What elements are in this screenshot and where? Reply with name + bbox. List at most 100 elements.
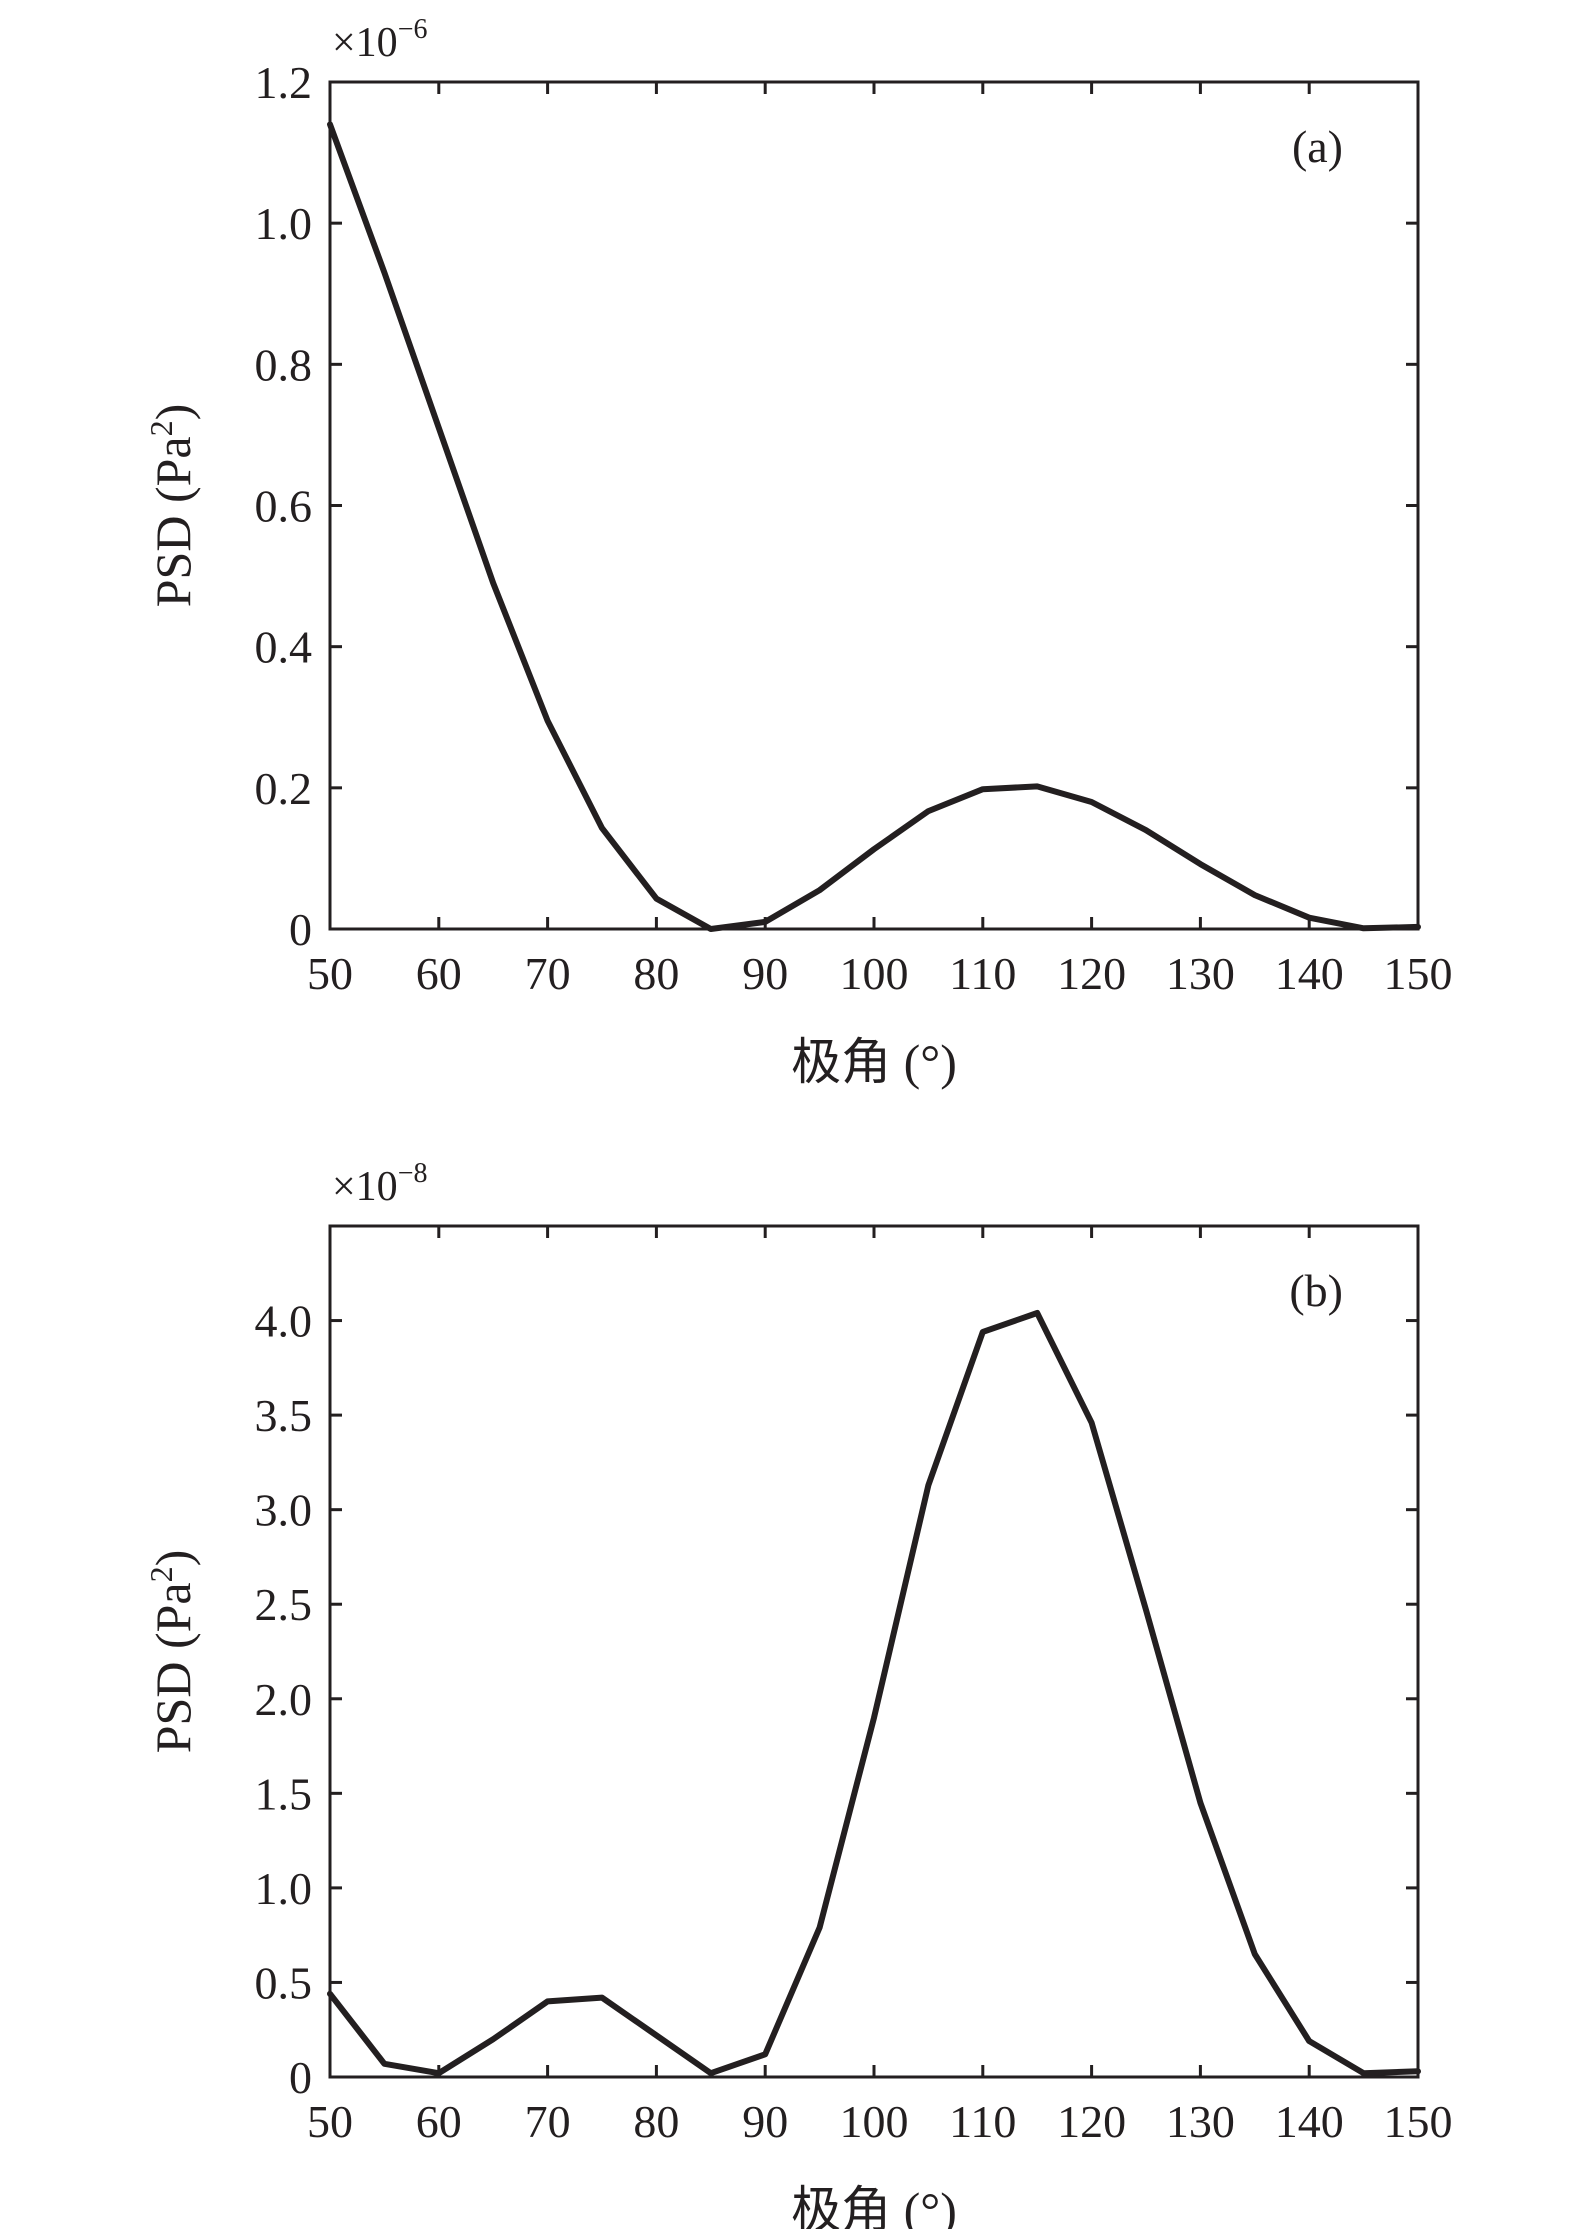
x-tick-label: 150 (1384, 948, 1453, 999)
y-tick-label: 0 (289, 2052, 312, 2103)
series-line-b (327, 1310, 1421, 2077)
y-tick-label: 0.8 (255, 339, 313, 390)
data-point (654, 2033, 658, 2037)
panel-a: 50 60 70 80 90 100 110 120 130 140 150 0 0.2 0.4 0.6 0.… (143, 14, 1453, 1090)
data-point (1144, 828, 1148, 832)
x-tick-label: 140 (1275, 948, 1344, 999)
data-point (600, 826, 604, 830)
data-point (1090, 800, 1094, 804)
data-point (382, 2062, 386, 2066)
y-tick-label: 0 (289, 904, 312, 955)
y-tick-label: 1.0 (255, 1863, 313, 1914)
series-line-a (327, 121, 1421, 932)
y-tick-label: 3.0 (255, 1485, 313, 1536)
x-tick-label: 70 (525, 948, 571, 999)
data-point (1198, 862, 1202, 866)
multiplier-base: ×10 (332, 1164, 398, 1210)
data-point (981, 1330, 985, 1334)
x-tick-label: 50 (307, 2096, 353, 2147)
data-point (709, 927, 713, 931)
data-point (872, 847, 876, 851)
data-point (818, 1926, 822, 1930)
y-tick-label: 1.5 (255, 1768, 313, 1819)
data-point (763, 2052, 767, 2056)
data-point (1416, 2069, 1420, 2073)
x-tick-label: 130 (1166, 948, 1235, 999)
panel-b: 50 60 70 80 90 100 110 120 130 140 150 0 0.5 1.0 1.5 2.… (143, 1158, 1453, 2229)
data-point (818, 888, 822, 892)
y-axis-label-sup: 2 (143, 420, 179, 436)
data-point (1144, 1608, 1148, 1612)
x-tick-label: 70 (525, 2096, 571, 2147)
data-point (382, 271, 386, 275)
y-tick-label: 1.0 (255, 198, 313, 249)
panel-label: (a) (1292, 121, 1343, 172)
x-tick-label: 120 (1057, 948, 1126, 999)
data-point (437, 426, 441, 430)
data-point (709, 2071, 713, 2075)
y-axis-label: PSD (Pa2) (143, 1550, 201, 1754)
data-point (546, 1999, 550, 2003)
x-tick-label: 60 (416, 2096, 462, 2147)
x-axis-label: 极角 (°) (791, 1034, 957, 1090)
x-tick-label: 110 (949, 2096, 1016, 2147)
data-point (1198, 1801, 1202, 1805)
y-tick-label: 2.0 (255, 1674, 313, 1725)
x-tick-label: 110 (949, 948, 1016, 999)
y-tick-label: 0.4 (255, 622, 313, 673)
y-axis-label-close: ) (145, 1550, 201, 1567)
y-tick-label: 2.5 (255, 1579, 313, 1630)
x-tick-label: 90 (742, 2096, 788, 2147)
data-point (1362, 2071, 1366, 2075)
x-tick-label: 90 (742, 948, 788, 999)
y-axis-label-close: ) (145, 404, 201, 421)
data-point (1035, 784, 1039, 788)
data-point (1416, 925, 1420, 929)
data-point (1090, 1421, 1094, 1425)
y-axis-multiplier: ×10−8 (332, 1158, 427, 1210)
data-point (981, 787, 985, 791)
data-point (763, 920, 767, 924)
data-point (1307, 916, 1311, 920)
data-point (654, 897, 658, 901)
y-tick-label: 0.5 (255, 1957, 313, 2008)
data-point (328, 1992, 332, 1996)
x-tick-label: 100 (840, 2096, 909, 2147)
x-tick-label: 80 (633, 2096, 679, 2147)
y-tick-label: 4.0 (255, 1296, 313, 1347)
data-point (1307, 2039, 1311, 2043)
x-tick-label: 130 (1166, 2096, 1235, 2147)
data-point (1362, 926, 1366, 930)
data-point (872, 1716, 876, 1720)
x-tick-label: 120 (1057, 2096, 1126, 2147)
data-point (1253, 1952, 1257, 1956)
data-point (328, 122, 332, 126)
data-point (546, 719, 550, 723)
data-point (1035, 1311, 1039, 1315)
x-tick-label: 50 (307, 948, 353, 999)
plot-frame (328, 80, 1420, 931)
multiplier-exponent: −8 (398, 1158, 428, 1189)
panel-label: (b) (1289, 1265, 1343, 1316)
data-point (437, 2071, 441, 2075)
y-axis-label-main: PSD (Pa (145, 436, 201, 607)
data-point (926, 1483, 930, 1487)
x-axis-label: 极角 (°) (791, 2182, 957, 2229)
y-axis-multiplier: ×10−6 (332, 14, 427, 66)
y-tick-label: 0.2 (255, 763, 313, 814)
x-tick-label: 80 (633, 948, 679, 999)
y-axis-label-main: PSD (Pa (145, 1582, 201, 1753)
data-point (926, 809, 930, 813)
data-point (1253, 893, 1257, 897)
x-tick-label: 150 (1384, 2096, 1453, 2147)
data-point (491, 2037, 495, 2041)
y-tick-label: 0.6 (255, 481, 313, 532)
y-tick-label: 3.5 (255, 1390, 313, 1441)
y-axis-label: PSD (Pa2) (143, 404, 201, 608)
data-point (600, 1996, 604, 2000)
x-tick-label: 140 (1275, 2096, 1344, 2147)
data-point (491, 581, 495, 585)
x-tick-label: 100 (840, 948, 909, 999)
y-tick-label: 1.2 (255, 57, 313, 108)
